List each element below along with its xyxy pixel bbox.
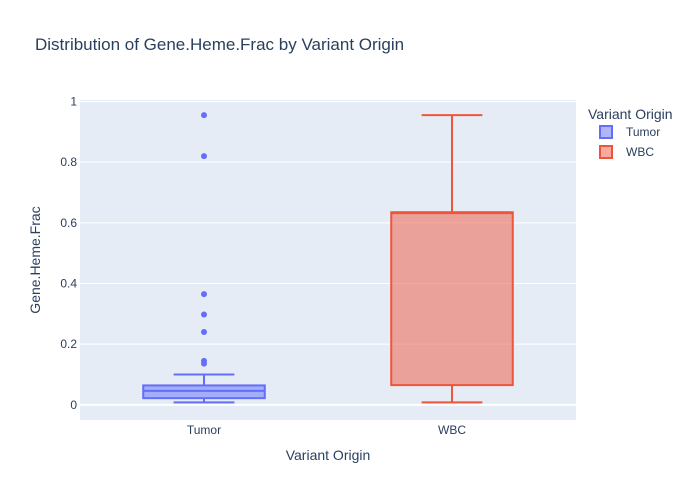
x-axis-ticks: Tumor WBC xyxy=(187,423,466,437)
y-tick-label: 0.6 xyxy=(60,216,77,230)
legend-title: Variant Origin xyxy=(588,106,673,122)
y-tick-label: 1 xyxy=(70,95,77,109)
x-tick-label: Tumor xyxy=(187,423,221,437)
legend-item-tumor: Tumor xyxy=(599,125,660,139)
legend: Variant Origin Tumor WBC xyxy=(588,106,673,159)
y-tick-label: 0.2 xyxy=(60,337,77,351)
outlier-point xyxy=(201,311,207,318)
chart-title: Distribution of Gene.Heme.Frac by Varian… xyxy=(35,35,404,54)
legend-item-wbc: WBC xyxy=(599,145,654,159)
x-axis-label: Variant Origin xyxy=(286,447,371,463)
outlier-point xyxy=(201,153,207,160)
box-wbc xyxy=(390,114,514,404)
outlier-point xyxy=(201,329,207,336)
outlier-point xyxy=(201,360,207,367)
outlier-point xyxy=(201,112,207,119)
y-axis-ticks: 0 0.2 0.4 0.6 0.8 1 xyxy=(60,95,77,412)
legend-label: Tumor xyxy=(626,125,660,139)
legend-swatch xyxy=(599,125,613,139)
legend-swatch xyxy=(599,145,613,159)
y-tick-label: 0.8 xyxy=(60,155,77,169)
y-axis-label: Gene.Heme.Frac xyxy=(27,206,43,313)
legend-label: WBC xyxy=(626,145,654,159)
outlier-point xyxy=(201,291,207,298)
y-tick-label: 0.4 xyxy=(60,277,77,291)
box-iqr xyxy=(390,211,514,387)
y-tick-label: 0 xyxy=(70,398,77,412)
x-tick-label: WBC xyxy=(438,423,466,437)
box-tumor xyxy=(142,112,266,404)
box-series xyxy=(142,112,514,404)
